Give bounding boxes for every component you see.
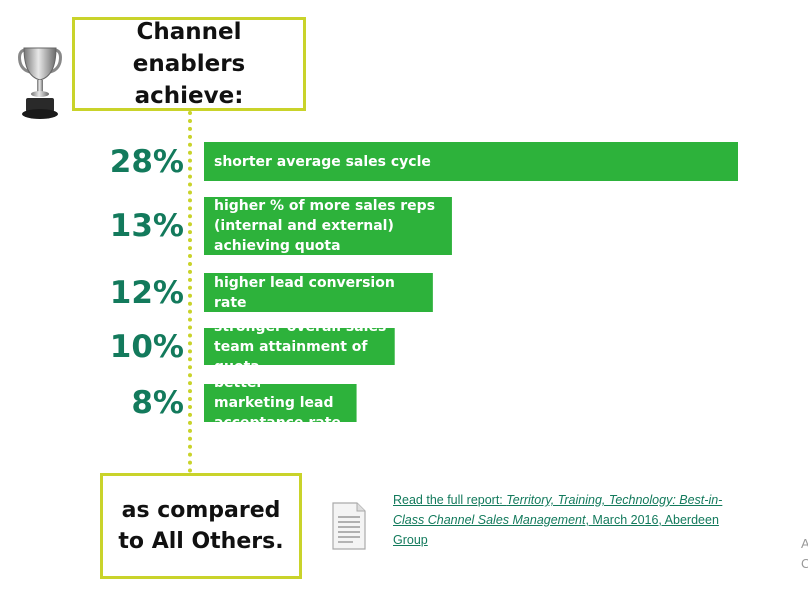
report-suffix: , March 2016, Aberdeen Group [393,513,719,547]
bar-1 [204,142,738,181]
bar-3 [204,273,433,312]
report-title: Territory, Training, Technology: Best-in… [393,493,723,527]
report-link[interactable]: Read the full report: Territory, Trainin… [393,493,722,547]
dotted-connector [188,111,192,473]
bar-5 [204,384,357,422]
comparison-box: as compared to All Others. [100,473,302,579]
value-label-5: 8% [131,385,184,421]
bar-4 [204,328,395,365]
document-icon [332,502,366,550]
bar-label-2: higher % of more sales reps (internal an… [214,198,436,254]
bar-2 [204,197,452,255]
bar-label-3: higher lead conversion rate [214,274,395,311]
title-text: Channel enablers achieve: [132,19,246,109]
page-title: Channel enablers achieve: [72,17,306,111]
report-prefix: Read the full report: [393,493,507,507]
report-citation: Read the full report: Territory, Trainin… [393,490,723,550]
value-label-1: 28% [109,143,184,180]
bar-label-5: better marketing lead acceptance rate [214,375,341,431]
bar-label-4: stronger overall sales team attainment o… [214,318,387,375]
value-label-2: 13% [109,208,184,244]
bar-label-1: shorter average sales cycle [214,153,431,170]
comparison-text: as compared to All Others. [118,498,284,554]
value-label-4: 10% [109,328,184,365]
value-label-3: 12% [109,274,184,311]
trophy-icon [18,47,62,119]
